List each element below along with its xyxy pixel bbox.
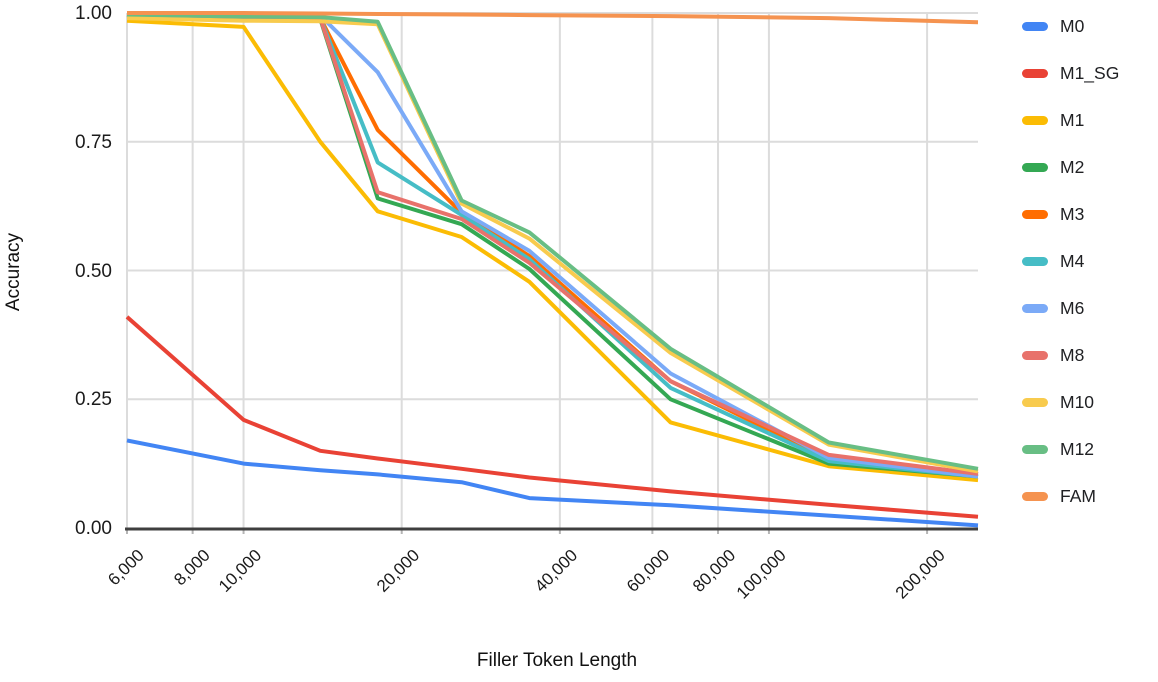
- legend-swatch-M10: [1022, 397, 1048, 407]
- series-line-M12: [126, 12, 979, 471]
- x-axis-title: Filler Token Length: [476, 650, 638, 671]
- series-line-M2: [126, 13, 979, 479]
- series-line-M1_SG: [125, 315, 979, 519]
- y-tick-label-0.50: 0.50: [75, 260, 112, 282]
- legend-swatch-M1: [1022, 115, 1048, 125]
- legend-label-M6: M6: [1060, 297, 1085, 318]
- series-line-M10: [126, 16, 979, 474]
- series-line-M1: [126, 18, 979, 483]
- legend-item-M10: M10: [1022, 392, 1094, 412]
- legend-swatch-M3: [1022, 209, 1048, 219]
- legend-label-M1_SG: M1_SG: [1060, 62, 1120, 83]
- legend-swatch-M1_SG: [1022, 68, 1048, 78]
- y-tick-label-0.25: 0.25: [75, 389, 112, 411]
- legend-item-M1_SG: M1_SG: [1022, 63, 1119, 83]
- legend-swatch-FAM: [1022, 491, 1048, 501]
- legend-label-M4: M4: [1060, 250, 1085, 271]
- x-tick-label-20,000: 20,000: [372, 545, 423, 596]
- series-line-M8: [126, 13, 979, 476]
- legend-item-M8: M8: [1022, 345, 1084, 365]
- series-line-M4: [126, 13, 979, 479]
- series-line-M3: [126, 13, 979, 477]
- y-tick-label-0.00: 0.00: [75, 518, 112, 539]
- legend-item-M6: M6: [1022, 298, 1084, 318]
- x-tick-label-200,000: 200,000: [891, 545, 949, 603]
- y-tick-label-1.00: 1.00: [75, 3, 112, 24]
- y-axis-title: Accuracy: [3, 232, 24, 312]
- legend-item-M12: M12: [1022, 439, 1094, 459]
- legend-swatch-M0: [1022, 21, 1048, 31]
- legend-label-M12: M12: [1060, 438, 1095, 459]
- legend-label-M1: M1: [1060, 109, 1085, 130]
- legend-swatch-M6: [1022, 303, 1048, 313]
- series-line-FAM: [127, 11, 979, 25]
- legend-label-M0: M0: [1060, 15, 1085, 36]
- legend-label-M3: M3: [1060, 203, 1085, 224]
- legend-swatch-M8: [1022, 350, 1048, 360]
- legend-swatch-M4: [1022, 256, 1048, 266]
- y-tick-label-0.75: 0.75: [75, 131, 112, 153]
- legend-item-M1: M1: [1022, 110, 1084, 130]
- legend-swatch-M2: [1022, 162, 1048, 172]
- legend-item-FAM: FAM: [1022, 486, 1096, 506]
- legend-label-FAM: FAM: [1060, 485, 1096, 506]
- x-tick-label-10,000: 10,000: [214, 545, 265, 596]
- series-line-M6: [126, 12, 979, 479]
- legend-label-M2: M2: [1060, 156, 1085, 177]
- legend-item-M3: M3: [1022, 204, 1084, 224]
- legend-label-M10: M10: [1060, 391, 1095, 412]
- x-tick-label-100,000: 100,000: [733, 545, 791, 603]
- legend-item-M0: M0: [1022, 16, 1084, 36]
- legend-swatch-M12: [1022, 444, 1048, 454]
- series-line-M0: [126, 438, 979, 528]
- legend-item-M4: M4: [1022, 251, 1084, 271]
- legend-label-M8: M8: [1060, 344, 1085, 365]
- legend-item-M2: M2: [1022, 157, 1084, 177]
